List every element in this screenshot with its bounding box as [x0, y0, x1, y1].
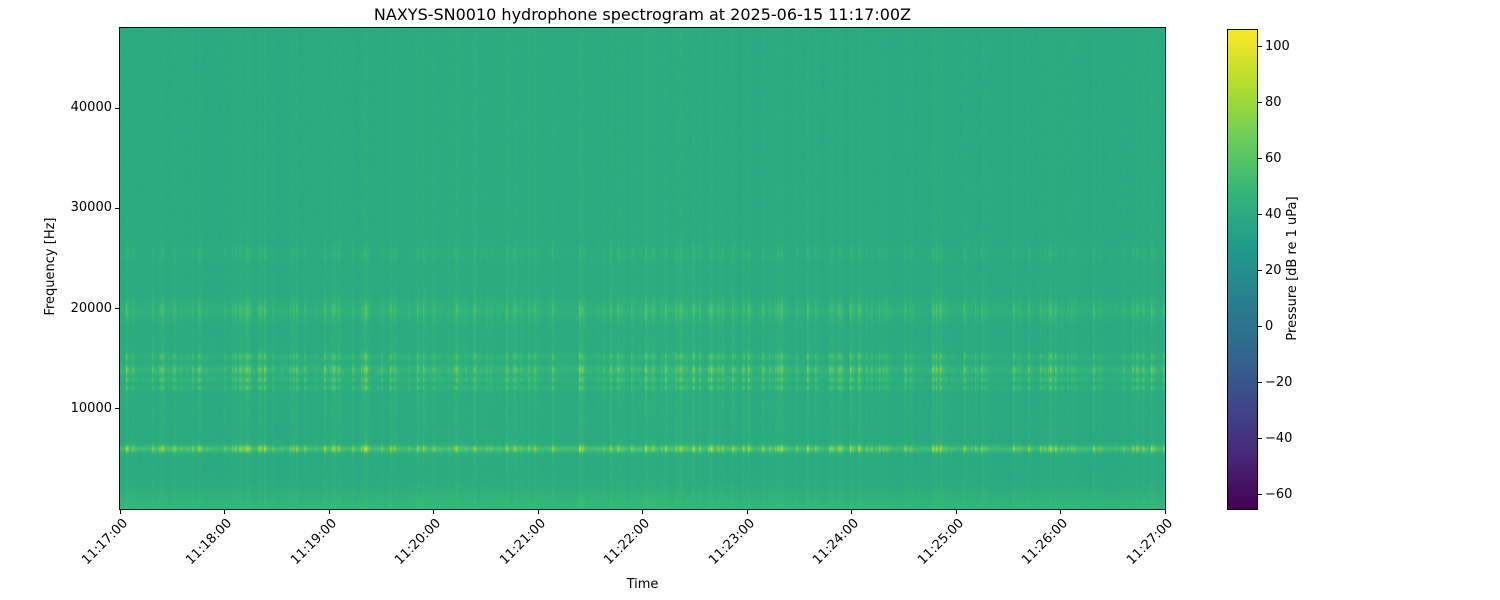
spectrogram-heatmap: [119, 27, 1166, 510]
colorbar-tick-label: 100: [1265, 38, 1290, 54]
x-tick-label: 11:26:00: [1019, 516, 1072, 568]
x-tick-mark: [1060, 510, 1061, 514]
x-tick-label: 11:18:00: [183, 516, 236, 568]
x-tick-mark: [537, 510, 539, 514]
y-tick-label: 20000: [70, 300, 112, 316]
y-tick-mark: [115, 107, 119, 109]
y-tick-mark: [115, 408, 119, 410]
colorbar-tick-mark: [1258, 438, 1262, 440]
y-tick-mark: [115, 308, 119, 310]
colorbar-gradient: [1227, 29, 1258, 510]
x-tick-mark: [328, 510, 330, 514]
x-tick-mark: [119, 510, 121, 514]
colorbar-tick-mark: [1258, 326, 1262, 328]
colorbar-tick-label: 80: [1265, 94, 1282, 110]
x-axis-label: Time: [626, 577, 659, 592]
y-tick-label: 30000: [70, 200, 112, 216]
colorbar-tick-mark: [1258, 494, 1262, 496]
colorbar-tick-label: −60: [1265, 486, 1293, 502]
chart-title: NAXYS-SN0010 hydrophone spectrogram at 2…: [373, 5, 912, 24]
x-tick-mark: [642, 510, 643, 514]
y-axis-label: Frequency [Hz]: [43, 217, 58, 316]
y-tick-mark: [115, 207, 119, 209]
y-tick-label: 40000: [70, 100, 112, 116]
x-tick-mark: [955, 510, 957, 514]
x-tick-label: 11:24:00: [810, 516, 863, 568]
colorbar-tick-label: −40: [1265, 430, 1293, 446]
y-tick-label: 10000: [70, 400, 112, 416]
x-tick-label: 11:22:00: [601, 516, 654, 568]
colorbar-tick-mark: [1258, 158, 1262, 160]
x-tick-label: 11:21:00: [496, 516, 549, 568]
x-tick-mark: [224, 510, 225, 514]
x-tick-label: 11:19:00: [287, 516, 340, 568]
x-tick-label: 11:27:00: [1123, 516, 1176, 568]
colorbar-tick-mark: [1258, 214, 1262, 216]
colorbar-tick-label: 40: [1265, 206, 1282, 222]
colorbar-tick-label: 20: [1265, 262, 1282, 278]
x-tick-mark: [851, 510, 852, 514]
x-tick-mark: [746, 510, 748, 514]
colorbar-label: Pressure [dB re 1 uPa]: [1285, 196, 1300, 341]
x-tick-label: 11:20:00: [392, 516, 445, 568]
x-tick-label: 11:23:00: [705, 516, 758, 568]
x-tick-label: 11:17:00: [78, 516, 131, 568]
x-tick-label: 11:25:00: [914, 516, 967, 568]
x-tick-mark: [433, 510, 434, 514]
x-tick-mark: [1164, 510, 1166, 514]
colorbar-tick-mark: [1258, 102, 1262, 104]
colorbar-tick-mark: [1258, 46, 1262, 48]
colorbar-tick-mark: [1258, 270, 1262, 272]
colorbar-tick-label: −20: [1265, 374, 1293, 390]
colorbar-tick-label: 0: [1265, 318, 1274, 334]
colorbar-tick-mark: [1258, 382, 1262, 384]
colorbar-tick-label: 60: [1265, 150, 1282, 166]
